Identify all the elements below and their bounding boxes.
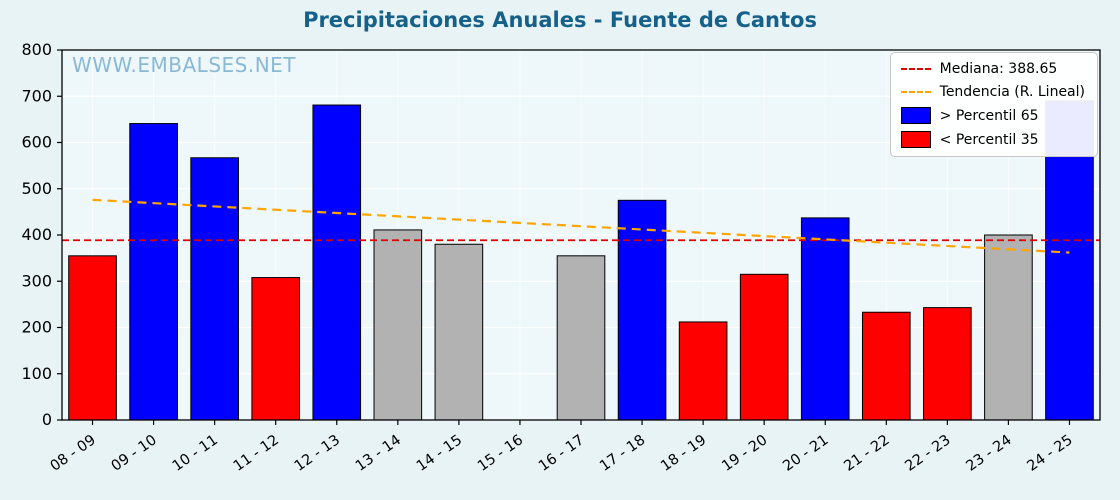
x-tick-label: 24 - 25 xyxy=(1025,432,1076,475)
bar xyxy=(617,199,667,421)
x-tick-label: 09 - 10 xyxy=(109,432,160,475)
legend-trend-label: Tendencia (R. Lineal) xyxy=(939,84,1085,100)
y-tick-label: 600 xyxy=(21,133,52,152)
x-tick-label: 12 - 13 xyxy=(292,432,343,475)
x-tick-label: 20 - 21 xyxy=(780,432,831,475)
y-tick-label: 700 xyxy=(21,86,52,105)
bar xyxy=(923,307,972,421)
bar xyxy=(190,157,239,421)
x-tick-label: 19 - 20 xyxy=(719,432,770,475)
bar xyxy=(312,104,362,421)
bar xyxy=(251,277,301,421)
legend-item-trend: Tendencia (R. Lineal) xyxy=(900,84,1085,100)
y-tick-label: 800 xyxy=(21,40,52,59)
bar xyxy=(800,217,850,421)
bar xyxy=(373,229,423,421)
x-tick-label: 22 - 23 xyxy=(902,432,953,475)
x-tick-label: 10 - 11 xyxy=(170,432,221,475)
bar xyxy=(678,321,728,421)
legend-median-label: Mediana: 388.65 xyxy=(939,61,1058,77)
legend-item-p35: < Percentil 35 xyxy=(900,131,1085,148)
bar xyxy=(129,123,178,421)
x-tick-label: 16 - 17 xyxy=(536,432,587,475)
y-tick-label: 200 xyxy=(21,318,52,337)
x-tick-label: 13 - 14 xyxy=(353,432,404,475)
bar xyxy=(984,234,1033,421)
legend-item-median: Mediana: 388.65 xyxy=(900,61,1085,77)
chart-title: Precipitaciones Anuales - Fuente de Cant… xyxy=(303,8,817,32)
x-tick-label: 18 - 19 xyxy=(658,432,709,475)
x-tick-label: 21 - 22 xyxy=(841,432,892,475)
x-tick-label: 15 - 16 xyxy=(475,432,526,475)
x-tick-label: 23 - 24 xyxy=(963,432,1014,475)
trend-line xyxy=(92,198,1070,254)
median-line-sample-icon xyxy=(900,68,931,70)
x-tick-label: 11 - 12 xyxy=(231,432,282,475)
legend: Mediana: 388.65 Tendencia (R. Lineal) > … xyxy=(889,52,1098,157)
bar xyxy=(556,255,606,421)
bar xyxy=(68,255,117,421)
legend-p65-label: > Percentil 65 xyxy=(939,107,1039,124)
y-tick-label: 300 xyxy=(21,271,52,290)
blue-patch-icon xyxy=(900,107,931,124)
x-tick-label: 14 - 15 xyxy=(414,432,465,475)
x-tick-label: 08 - 09 xyxy=(48,432,99,475)
y-tick-label: 100 xyxy=(21,364,52,383)
y-tick-label: 500 xyxy=(21,179,52,198)
legend-item-p65: > Percentil 65 xyxy=(900,107,1085,124)
bar xyxy=(434,243,484,421)
bar xyxy=(861,311,911,421)
y-tick-label: 400 xyxy=(21,225,52,244)
watermark: WWW.EMBALSES.NET xyxy=(72,53,297,77)
x-tick-label: 17 - 18 xyxy=(597,432,648,475)
bar xyxy=(739,273,789,421)
y-tick-label: 0 xyxy=(42,410,52,429)
trend-line-sample-icon xyxy=(900,91,931,93)
legend-p35-label: < Percentil 35 xyxy=(939,131,1039,148)
red-patch-icon xyxy=(900,131,931,148)
